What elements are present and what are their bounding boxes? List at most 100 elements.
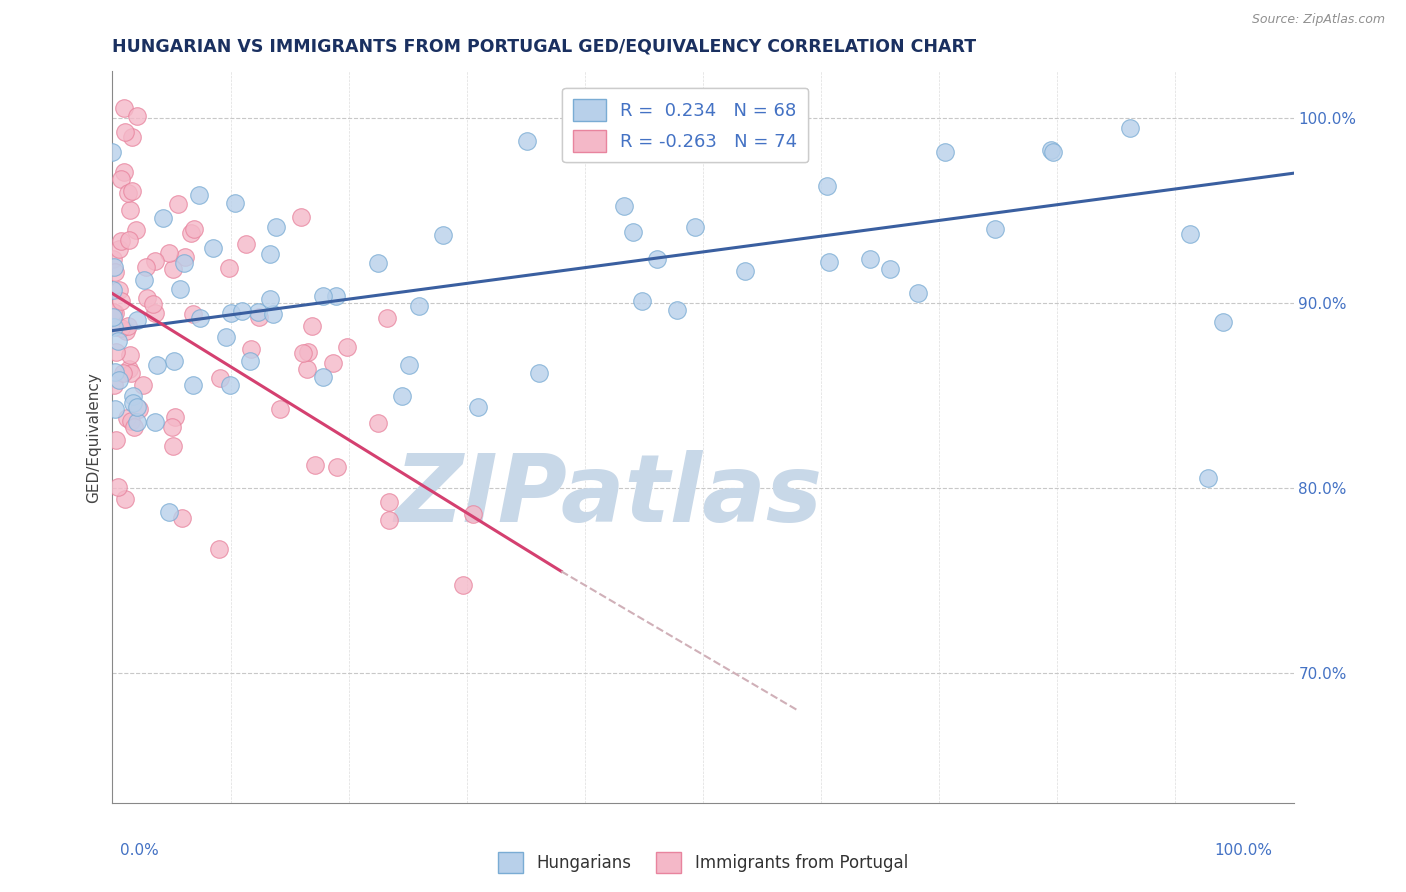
Point [110,172,132,186]
Point [221,306,243,320]
Point [201,241,224,255]
Point [173,255,195,269]
Legend: R =  0.234   N = 68, R = -0.263   N = 74: R = 0.234 N = 68, R = -0.263 N = 74 [562,87,808,162]
Point [378,495,401,509]
Point [163,354,186,368]
Point [114,102,136,116]
Point [219,378,242,392]
Point [103,260,125,275]
Point [1042,145,1064,159]
Point [190,310,212,325]
Point [259,292,281,306]
Point [467,400,489,414]
Point [117,410,139,425]
Legend: Hungarians, Immigrants from Portugal: Hungarians, Immigrants from Portugal [491,846,915,880]
Y-axis label: GED/Equivalency: GED/Equivalency [86,372,101,502]
Point [110,234,132,248]
Point [169,282,191,296]
Point [127,400,149,414]
Point [121,389,143,403]
Point [101,305,124,319]
Point [224,196,246,211]
Point [101,145,124,160]
Point [110,294,132,309]
Point [180,227,202,241]
Point [367,256,389,270]
Point [461,507,484,521]
Point [143,415,166,429]
Point [135,260,157,275]
Point [529,366,551,380]
Point [269,402,291,417]
Point [666,303,689,318]
Point [322,355,344,369]
Point [124,420,146,434]
Point [165,409,187,424]
Point [907,285,929,300]
Point [408,299,430,313]
Point [645,252,668,266]
Point [121,130,143,145]
Point [101,252,124,267]
Point [934,145,956,160]
Point [336,340,359,354]
Point [152,211,174,226]
Point [378,513,401,527]
Point [631,294,654,309]
Point [516,134,538,148]
Point [142,297,165,311]
Text: Source: ZipAtlas.com: Source: ZipAtlas.com [1251,13,1385,27]
Point [120,366,142,380]
Point [613,198,636,212]
Point [103,378,125,392]
Point [215,330,238,344]
Point [1178,227,1201,241]
Point [432,228,454,243]
Point [107,480,129,494]
Point [145,358,167,372]
Text: HUNGARIAN VS IMMIGRANTS FROM PORTUGAL GED/EQUIVALENCY CORRELATION CHART: HUNGARIAN VS IMMIGRANTS FROM PORTUGAL GE… [112,38,977,56]
Point [103,265,125,279]
Point [983,221,1005,235]
Point [208,371,231,385]
Point [734,263,756,277]
Point [183,377,205,392]
Point [858,252,880,267]
Point [162,438,184,452]
Point [174,250,197,264]
Point [117,233,139,247]
Point [120,414,142,428]
Point [818,254,841,268]
Point [114,125,136,139]
Point [120,348,142,362]
Point [167,196,190,211]
Point [312,288,335,302]
Point [295,361,318,376]
Point [235,237,257,252]
Point [117,318,139,333]
Point [121,184,143,198]
Point [290,210,312,224]
Point [108,372,131,386]
Point [136,292,159,306]
Point [110,321,132,335]
Point [162,419,184,434]
Point [1039,143,1062,157]
Point [683,220,706,235]
Point [107,242,129,256]
Point [312,370,335,384]
Point [207,542,229,557]
Point [621,225,644,239]
Point [1212,315,1234,329]
Text: 0.0%: 0.0% [120,843,159,858]
Point [297,344,319,359]
Point [112,366,135,380]
Point [125,312,148,326]
Point [1118,121,1140,136]
Point [125,416,148,430]
Point [105,345,128,359]
Point [398,358,420,372]
Point [125,223,148,237]
Point [114,492,136,507]
Point [115,324,138,338]
